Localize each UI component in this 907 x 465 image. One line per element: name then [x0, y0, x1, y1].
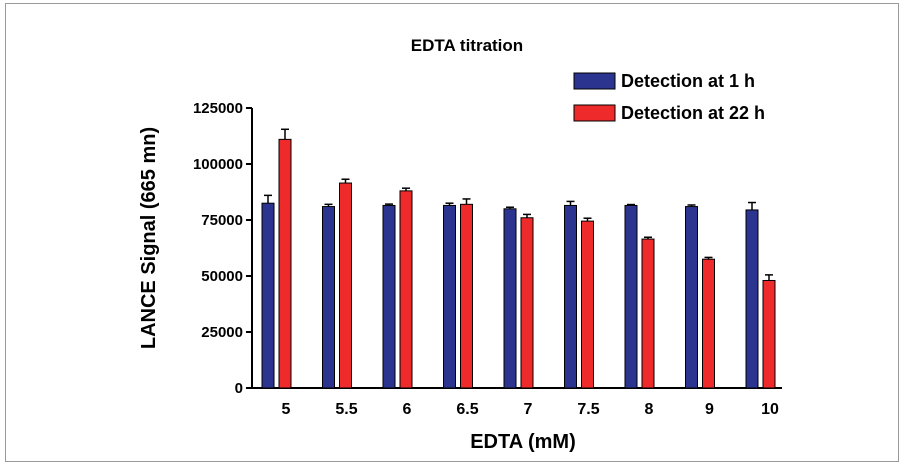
bar-series-1-5 — [261, 202, 275, 389]
x-tick-label: 5 — [282, 401, 291, 418]
x-tick-label: 10 — [761, 401, 779, 418]
bar-series-2-5 — [278, 138, 292, 389]
x-tick-label: 9 — [705, 401, 714, 418]
bars — [261, 128, 776, 389]
x-tick-label: 5.5 — [335, 401, 357, 418]
x-tick-label: 7.5 — [577, 401, 599, 418]
bar-series-1-8 — [624, 204, 638, 389]
y-tick-label: 25000 — [201, 324, 243, 341]
bar-series-1-7.5 — [564, 204, 577, 389]
x-ticks: 5 5.5 6 6.5 7 7.5 8 9 10 — [282, 401, 779, 418]
bar-series-2-6 — [399, 190, 413, 389]
bar-series-2-7 — [520, 217, 534, 389]
bar-series-1-7 — [503, 208, 517, 389]
chart-title: EDTA titration — [411, 36, 523, 55]
y-ticks: 0 25000 50000 75000 100000 125000 — [193, 100, 252, 397]
y-axis-label: LANCE Signal (665 mn) — [138, 127, 160, 349]
bar-series-2-8 — [641, 238, 655, 389]
y-tick-label: 50000 — [201, 268, 243, 285]
bar-series-2-7.5 — [581, 220, 594, 389]
bar-series-1-10 — [745, 209, 759, 389]
bar-series-2-10 — [762, 279, 776, 389]
bar-series-2-5.5 — [339, 182, 352, 389]
bar-series-1-6.5 — [443, 204, 456, 389]
x-tick-label: 6.5 — [456, 401, 478, 418]
x-tick-label: 8 — [645, 401, 654, 418]
legend: Detection at 1 h Detection at 22 h — [573, 71, 765, 123]
y-tick-label: 0 — [235, 380, 243, 397]
x-tick-label: 7 — [524, 401, 533, 418]
chart-frame — [5, 3, 899, 462]
y-tick-label: 100000 — [193, 156, 243, 173]
legend-label-series-1: Detection at 1 h — [621, 71, 755, 91]
y-tick-label: 125000 — [193, 100, 243, 117]
x-tick-label: 6 — [403, 401, 412, 418]
bar-series-1-6 — [382, 204, 396, 389]
bar-series-2-9 — [702, 258, 715, 389]
x-axis-label: EDTA (mM) — [470, 431, 576, 453]
legend-swatch-series-2 — [573, 104, 616, 122]
y-tick-label: 75000 — [201, 212, 243, 229]
bar-series-1-9 — [685, 206, 698, 389]
bar-series-1-5.5 — [322, 206, 335, 389]
legend-label-series-2: Detection at 22 h — [621, 103, 765, 123]
legend-swatch-series-1 — [573, 72, 616, 90]
bar-series-2-6.5 — [460, 203, 473, 389]
